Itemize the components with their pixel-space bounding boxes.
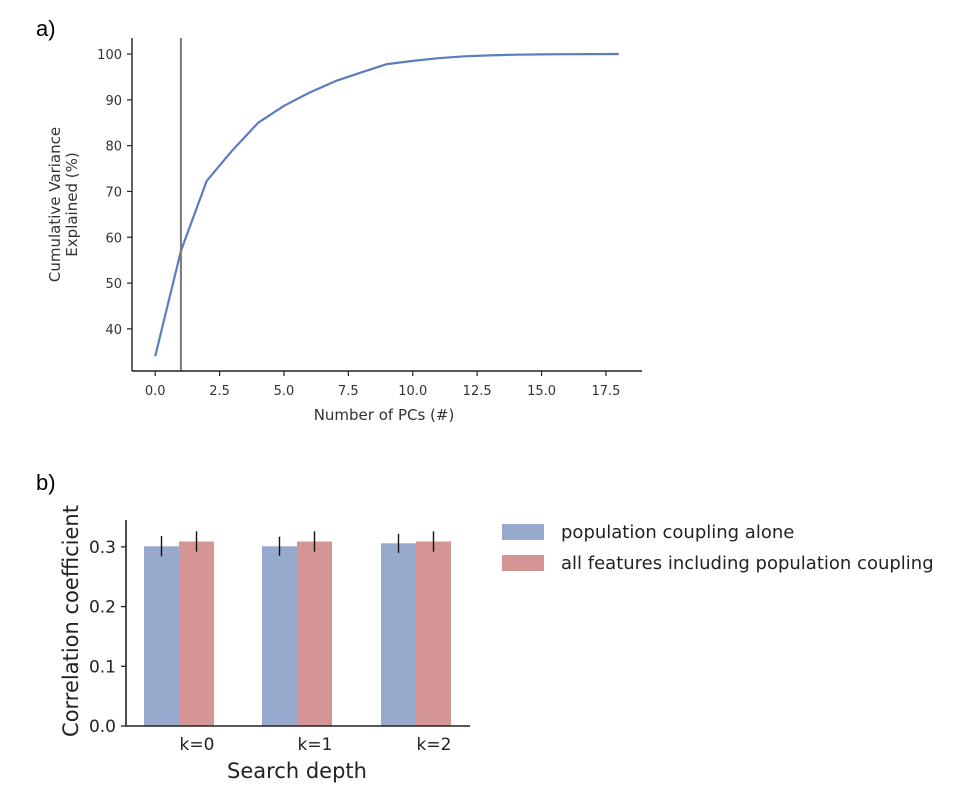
y-tick-label: 0.2 <box>89 598 116 618</box>
y-tick-label: 0.0 <box>89 717 116 737</box>
x-tick-label: k=2 <box>417 735 452 755</box>
x-tick-label: 2.5 <box>209 384 230 399</box>
y-axis-label-line-1: Cumulative Variance <box>46 127 64 282</box>
y-tick-label: 100 <box>97 48 122 63</box>
x-tick-label: 15.0 <box>527 384 556 399</box>
legend-label: population coupling alone <box>561 522 794 543</box>
y-tick-label: 50 <box>105 277 122 292</box>
y-tick-label: 0.1 <box>89 657 116 677</box>
legend: population coupling alone all features in… <box>502 522 934 574</box>
x-axis-label: Number of PCs (#) <box>314 406 455 424</box>
bar-all-features-k=1 <box>297 541 332 726</box>
y-tick-label: 0.3 <box>89 538 116 558</box>
correlation-bar-chart: k=0 k=1 k=2 0.0 0.1 0.2 0.3 Search depth Corre… <box>59 505 934 783</box>
x-tick-label: k=0 <box>180 735 215 755</box>
panel-a-label: a) <box>36 16 56 41</box>
variance-line <box>154 52 619 357</box>
bar-population-coupling-k=1 <box>262 546 297 726</box>
x-tick-label: 0.0 <box>145 384 166 399</box>
x-tick-label: 7.5 <box>338 384 359 399</box>
y-axis-label-line-2: Explained (%) <box>63 152 81 256</box>
x-tick-label: 12.5 <box>463 384 492 399</box>
y-tick-label: 90 <box>105 94 122 109</box>
bar-population-coupling-k=2 <box>381 543 416 726</box>
cumulative-variance-chart: 0.0 2.5 5.0 7.5 10.0 12.5 15.0 17.5 40 50 60 70 80 90… <box>46 38 642 424</box>
y-tick-label: 80 <box>105 140 122 155</box>
bar-all-features-k=2 <box>416 541 451 726</box>
x-tick-label: k=1 <box>298 735 333 755</box>
legend-swatch <box>502 524 544 540</box>
y-axis-label: Correlation coefficient <box>59 505 83 737</box>
x-tick-label: 10.0 <box>398 384 427 399</box>
bar-population-coupling-k=0 <box>144 546 179 726</box>
x-axis-label: Search depth <box>227 759 367 783</box>
legend-label: all features including population coupli… <box>561 553 934 574</box>
y-tick-label: 70 <box>105 185 122 200</box>
y-tick-label: 40 <box>105 323 122 338</box>
legend-swatch <box>502 555 544 571</box>
bar-all-features-k=0 <box>179 541 214 726</box>
y-tick-label: 60 <box>105 231 122 246</box>
panel-b-label: b) <box>36 470 56 495</box>
x-tick-label: 5.0 <box>274 384 295 399</box>
x-tick-label: 17.5 <box>591 384 620 399</box>
